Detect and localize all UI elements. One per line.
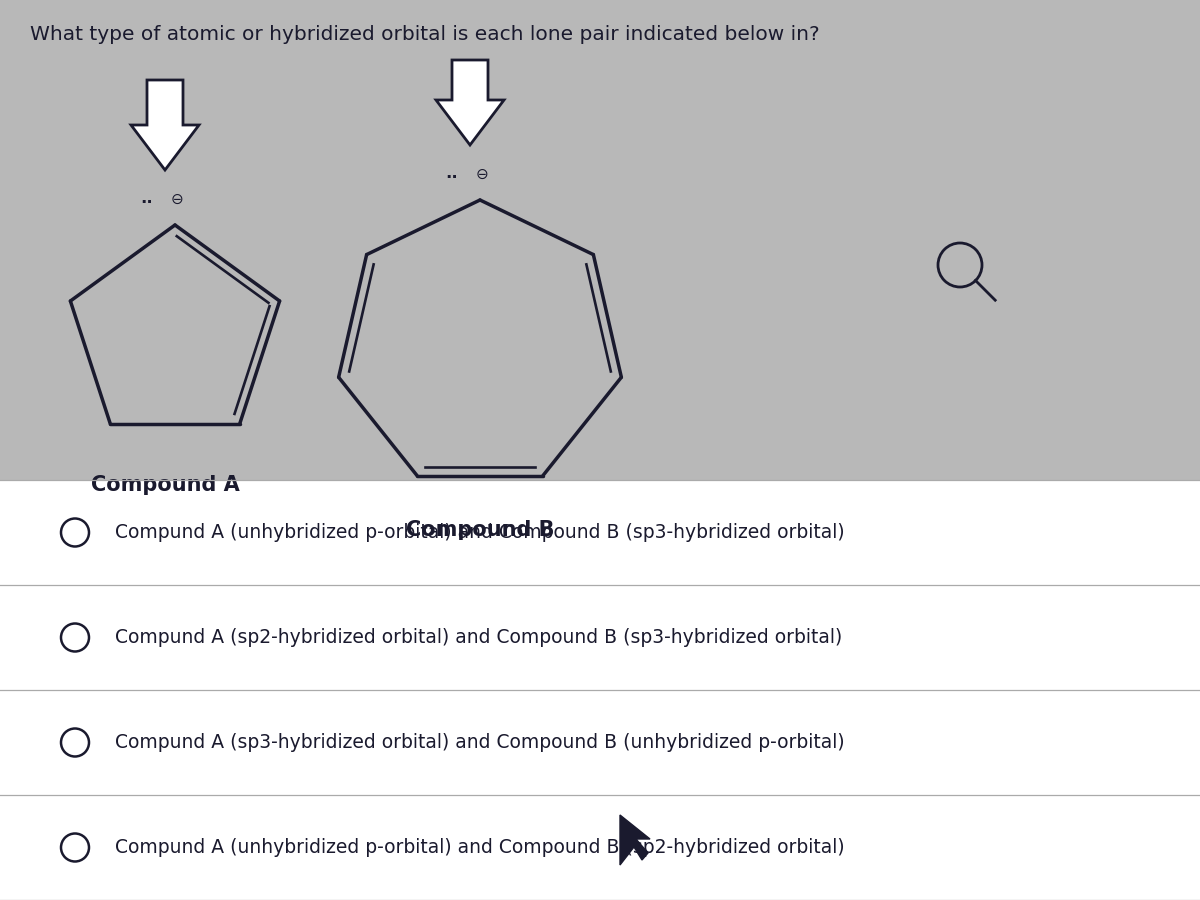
Text: ..: .. [445, 164, 458, 182]
Polygon shape [131, 80, 199, 170]
Text: Compund A (sp2-hybridized orbital) and Compound B (sp3-hybridized orbital): Compund A (sp2-hybridized orbital) and C… [115, 628, 842, 647]
Text: ..: .. [140, 189, 154, 207]
Polygon shape [436, 60, 504, 145]
Polygon shape [620, 815, 650, 865]
Text: Compund A (sp3-hybridized orbital) and Compound B (unhybridized p-orbital): Compund A (sp3-hybridized orbital) and C… [115, 733, 845, 752]
Text: ⊖: ⊖ [475, 167, 488, 182]
Text: Compund A (unhybridized p-orbital) and Compound B (sp3-hybridized orbital): Compund A (unhybridized p-orbital) and C… [115, 523, 845, 542]
Text: What type of atomic or hybridized orbital is each lone pair indicated below in?: What type of atomic or hybridized orbita… [30, 25, 820, 44]
Text: ⊖: ⊖ [170, 192, 184, 207]
Text: Compound A: Compound A [91, 475, 239, 495]
FancyBboxPatch shape [0, 480, 1200, 900]
Text: Compund A (unhybridized p-orbital) and Compound B (sp2-hybridized orbital): Compund A (unhybridized p-orbital) and C… [115, 838, 845, 857]
Text: Compound B: Compound B [406, 520, 554, 540]
